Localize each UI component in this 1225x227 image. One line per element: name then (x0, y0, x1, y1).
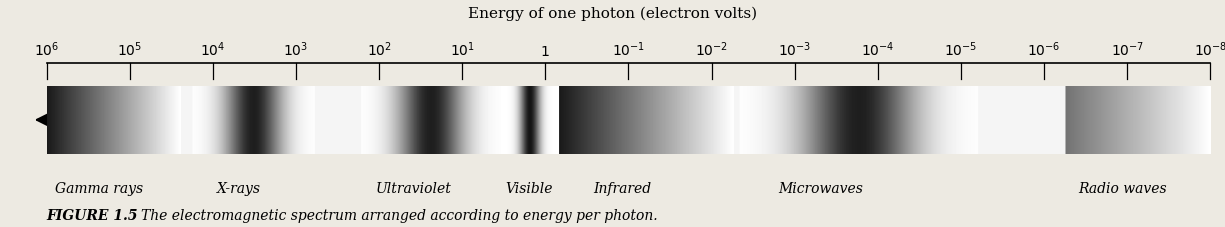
Text: $10^{-5}$: $10^{-5}$ (944, 40, 978, 59)
Text: $10^{2}$: $10^{2}$ (366, 40, 392, 59)
Text: $10^{5}$: $10^{5}$ (118, 40, 142, 59)
Text: $10^{1}$: $10^{1}$ (450, 40, 475, 59)
Text: Energy of one photon (electron volts): Energy of one photon (electron volts) (468, 7, 757, 21)
Text: Gamma rays: Gamma rays (55, 182, 143, 195)
Text: $10^{-1}$: $10^{-1}$ (611, 40, 646, 59)
Text: Infrared: Infrared (594, 182, 652, 195)
Text: Microwaves: Microwaves (778, 182, 862, 195)
Text: FIGURE 1.5: FIGURE 1.5 (47, 209, 138, 222)
Text: Radio waves: Radio waves (1079, 182, 1167, 195)
Text: $10^{3}$: $10^{3}$ (283, 40, 309, 59)
Text: $10^{6}$: $10^{6}$ (34, 40, 59, 59)
Text: $10^{-8}$: $10^{-8}$ (1193, 40, 1225, 59)
Text: $10^{-6}$: $10^{-6}$ (1028, 40, 1061, 59)
Text: $10^{-3}$: $10^{-3}$ (778, 40, 811, 59)
Text: Visible: Visible (506, 182, 554, 195)
Text: $10^{4}$: $10^{4}$ (200, 40, 225, 59)
Text: $10^{-2}$: $10^{-2}$ (695, 40, 728, 59)
Text: Ultraviolet: Ultraviolet (375, 182, 451, 195)
Text: $1$: $1$ (540, 45, 550, 59)
Text: The electromagnetic spectrum arranged according to energy per photon.: The electromagnetic spectrum arranged ac… (141, 209, 658, 222)
Text: $10^{-4}$: $10^{-4}$ (861, 40, 894, 59)
Text: X-rays: X-rays (217, 182, 261, 195)
Text: $10^{-7}$: $10^{-7}$ (1111, 40, 1144, 59)
